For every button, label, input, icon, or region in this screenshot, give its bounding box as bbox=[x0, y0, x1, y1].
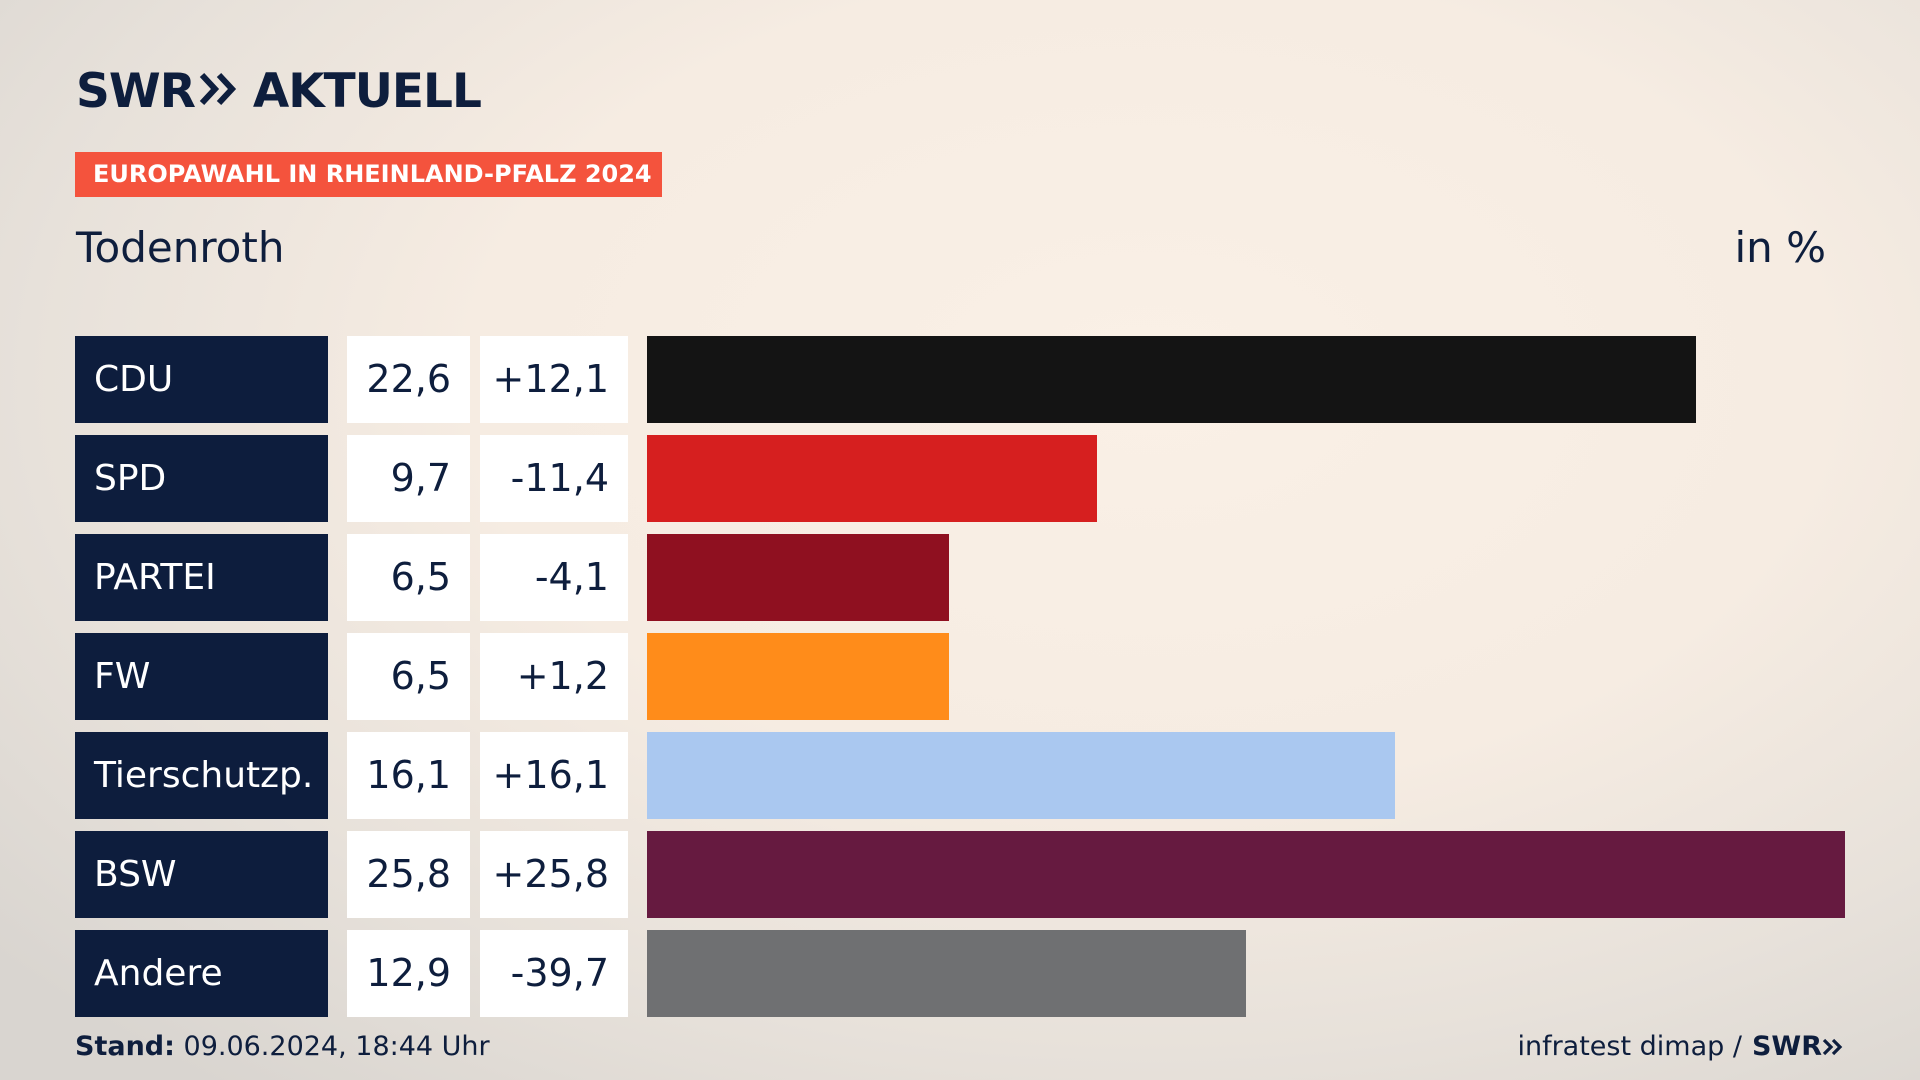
vote-share-label: 22,6 bbox=[347, 336, 470, 423]
result-bar bbox=[647, 732, 1395, 819]
timestamp: Stand: 09.06.2024, 18:44 Uhr bbox=[75, 1030, 490, 1064]
result-row: SPD 9,7 -11,4 bbox=[75, 435, 1845, 522]
result-bar bbox=[647, 633, 949, 720]
swr-aktuell-logo: SWR AKTUELL bbox=[76, 64, 482, 119]
party-name: FW bbox=[75, 633, 328, 720]
result-bar bbox=[647, 534, 949, 621]
unit-label: in % bbox=[1734, 223, 1826, 272]
swr-small-logo: SWR bbox=[1752, 1030, 1844, 1064]
result-row: PARTEI 6,5 -4,1 bbox=[75, 534, 1845, 621]
change-label: +16,1 bbox=[480, 732, 628, 819]
source-text: infratest dimap / bbox=[1517, 1031, 1742, 1062]
result-bar bbox=[647, 435, 1097, 522]
source-credit: infratest dimap / SWR bbox=[1517, 1030, 1844, 1064]
vote-share-label: 6,5 bbox=[347, 633, 470, 720]
party-name: Tierschutzp. bbox=[75, 732, 328, 819]
municipality-title: Todenroth bbox=[76, 223, 285, 272]
stand-value: 09.06.2024, 18:44 Uhr bbox=[183, 1031, 490, 1062]
double-chevron-icon bbox=[199, 68, 237, 115]
result-row: Tierschutzp. 16,1 +16,1 bbox=[75, 732, 1845, 819]
logo-aktuell-text: AKTUELL bbox=[252, 64, 482, 119]
vote-share-label: 16,1 bbox=[347, 732, 470, 819]
result-row: Andere 12,9 -39,7 bbox=[75, 930, 1845, 1017]
change-label: -4,1 bbox=[480, 534, 628, 621]
logo-swr-text: SWR bbox=[76, 64, 196, 119]
small-double-chevron-icon bbox=[1822, 1038, 1843, 1056]
small-logo-text: SWR bbox=[1751, 1031, 1822, 1062]
party-name: CDU bbox=[75, 336, 328, 423]
result-row: CDU 22,6 +12,1 bbox=[75, 336, 1845, 423]
party-name: BSW bbox=[75, 831, 328, 918]
change-label: +1,2 bbox=[480, 633, 628, 720]
party-name: PARTEI bbox=[75, 534, 328, 621]
party-name: Andere bbox=[75, 930, 328, 1017]
change-label: +12,1 bbox=[480, 336, 628, 423]
vote-share-label: 9,7 bbox=[347, 435, 470, 522]
result-bar bbox=[647, 930, 1246, 1017]
result-bar bbox=[647, 831, 1845, 918]
stand-label: Stand: bbox=[75, 1031, 175, 1062]
vote-share-label: 25,8 bbox=[347, 831, 470, 918]
result-row: FW 6,5 +1,2 bbox=[75, 633, 1845, 720]
change-label: -39,7 bbox=[480, 930, 628, 1017]
result-row: BSW 25,8 +25,8 bbox=[75, 831, 1845, 918]
change-label: -11,4 bbox=[480, 435, 628, 522]
vote-share-label: 12,9 bbox=[347, 930, 470, 1017]
result-bar bbox=[647, 336, 1696, 423]
vote-share-label: 6,5 bbox=[347, 534, 470, 621]
party-name: SPD bbox=[75, 435, 328, 522]
election-banner: EUROPAWAHL IN RHEINLAND-PFALZ 2024 bbox=[75, 152, 662, 197]
change-label: +25,8 bbox=[480, 831, 628, 918]
